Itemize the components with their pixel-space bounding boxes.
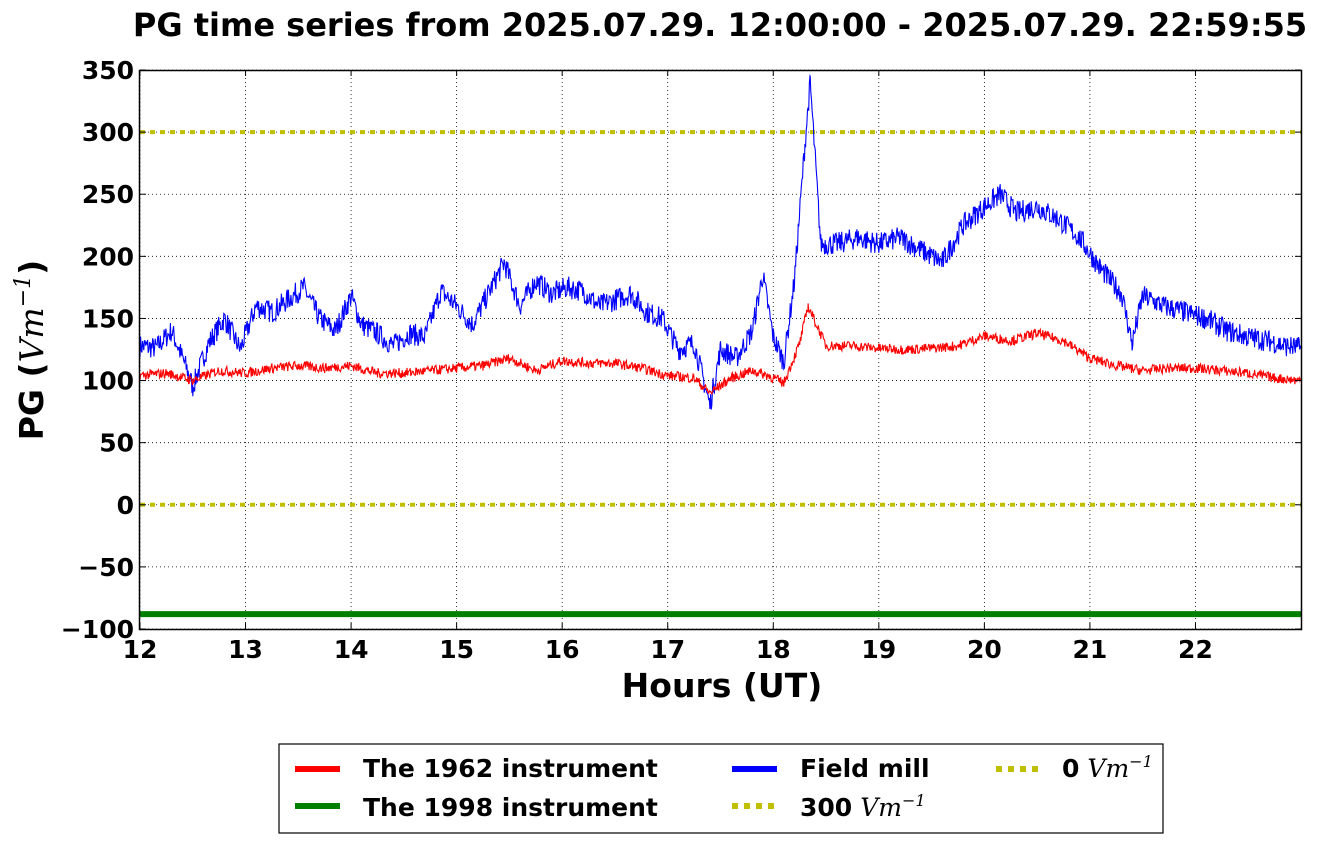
y-tick-label: 300	[82, 118, 134, 147]
y-axis-label-text: PG (Vm−1)	[11, 260, 51, 441]
x-tick-label: 20	[967, 635, 1002, 664]
legend-label-field-mill: Field mill	[800, 754, 930, 783]
x-tick-label: 12	[123, 635, 158, 664]
y-tick-label: 250	[82, 180, 134, 209]
x-tick-label: 21	[1073, 635, 1108, 664]
series-1962-instrument	[139, 303, 1302, 396]
y-axis-label-prefix: PG (	[12, 362, 51, 440]
y-tick-label: 100	[82, 367, 134, 396]
legend: The 1962 instrument The 1998 instrument …	[278, 743, 1164, 834]
y-axis-label-exp: −1	[11, 275, 36, 307]
legend-label-300: 300 Vm−1	[800, 791, 926, 822]
y-tick-label: 0	[117, 491, 134, 520]
legend-label-1998: The 1998 instrument	[363, 793, 658, 822]
y-axis-label-close: )	[12, 260, 51, 275]
x-tick-label: 13	[228, 635, 263, 664]
y-axis-label: PG (Vm−1)	[11, 260, 51, 441]
y-axis-label-unit: Vm	[12, 307, 51, 362]
axis-ticks: 12 13 14 15 16 17 18 19 20 21 22 −100 −50 0 50 100 150 20…	[61, 56, 1301, 664]
legend-label-1962: The 1962 instrument	[363, 754, 658, 783]
legend-box	[278, 743, 1164, 834]
series-field-mill	[139, 73, 1302, 410]
x-tick-label: 17	[650, 635, 685, 664]
x-tick-label: 16	[545, 635, 580, 664]
y-tick-label: 200	[82, 242, 134, 271]
y-tick-label: −100	[61, 615, 134, 644]
x-tick-label: 19	[861, 635, 896, 664]
y-tick-label: −50	[78, 553, 134, 582]
y-tick-label: 50	[99, 429, 134, 458]
y-tick-label: 350	[82, 56, 134, 85]
x-tick-label: 14	[334, 635, 369, 664]
chart-title: PG time series from 2025.07.29. 12:00:00…	[133, 6, 1307, 44]
x-tick-label: 22	[1178, 635, 1213, 664]
legend-label-0: 0 Vm−1	[1062, 752, 1153, 783]
x-axis-label: Hours (UT)	[622, 666, 823, 705]
y-tick-label: 150	[82, 304, 134, 333]
x-tick-label: 15	[439, 635, 474, 664]
plot-frame	[138, 69, 1303, 631]
series-lines	[139, 73, 1302, 618]
x-tick-label: 18	[756, 635, 791, 664]
